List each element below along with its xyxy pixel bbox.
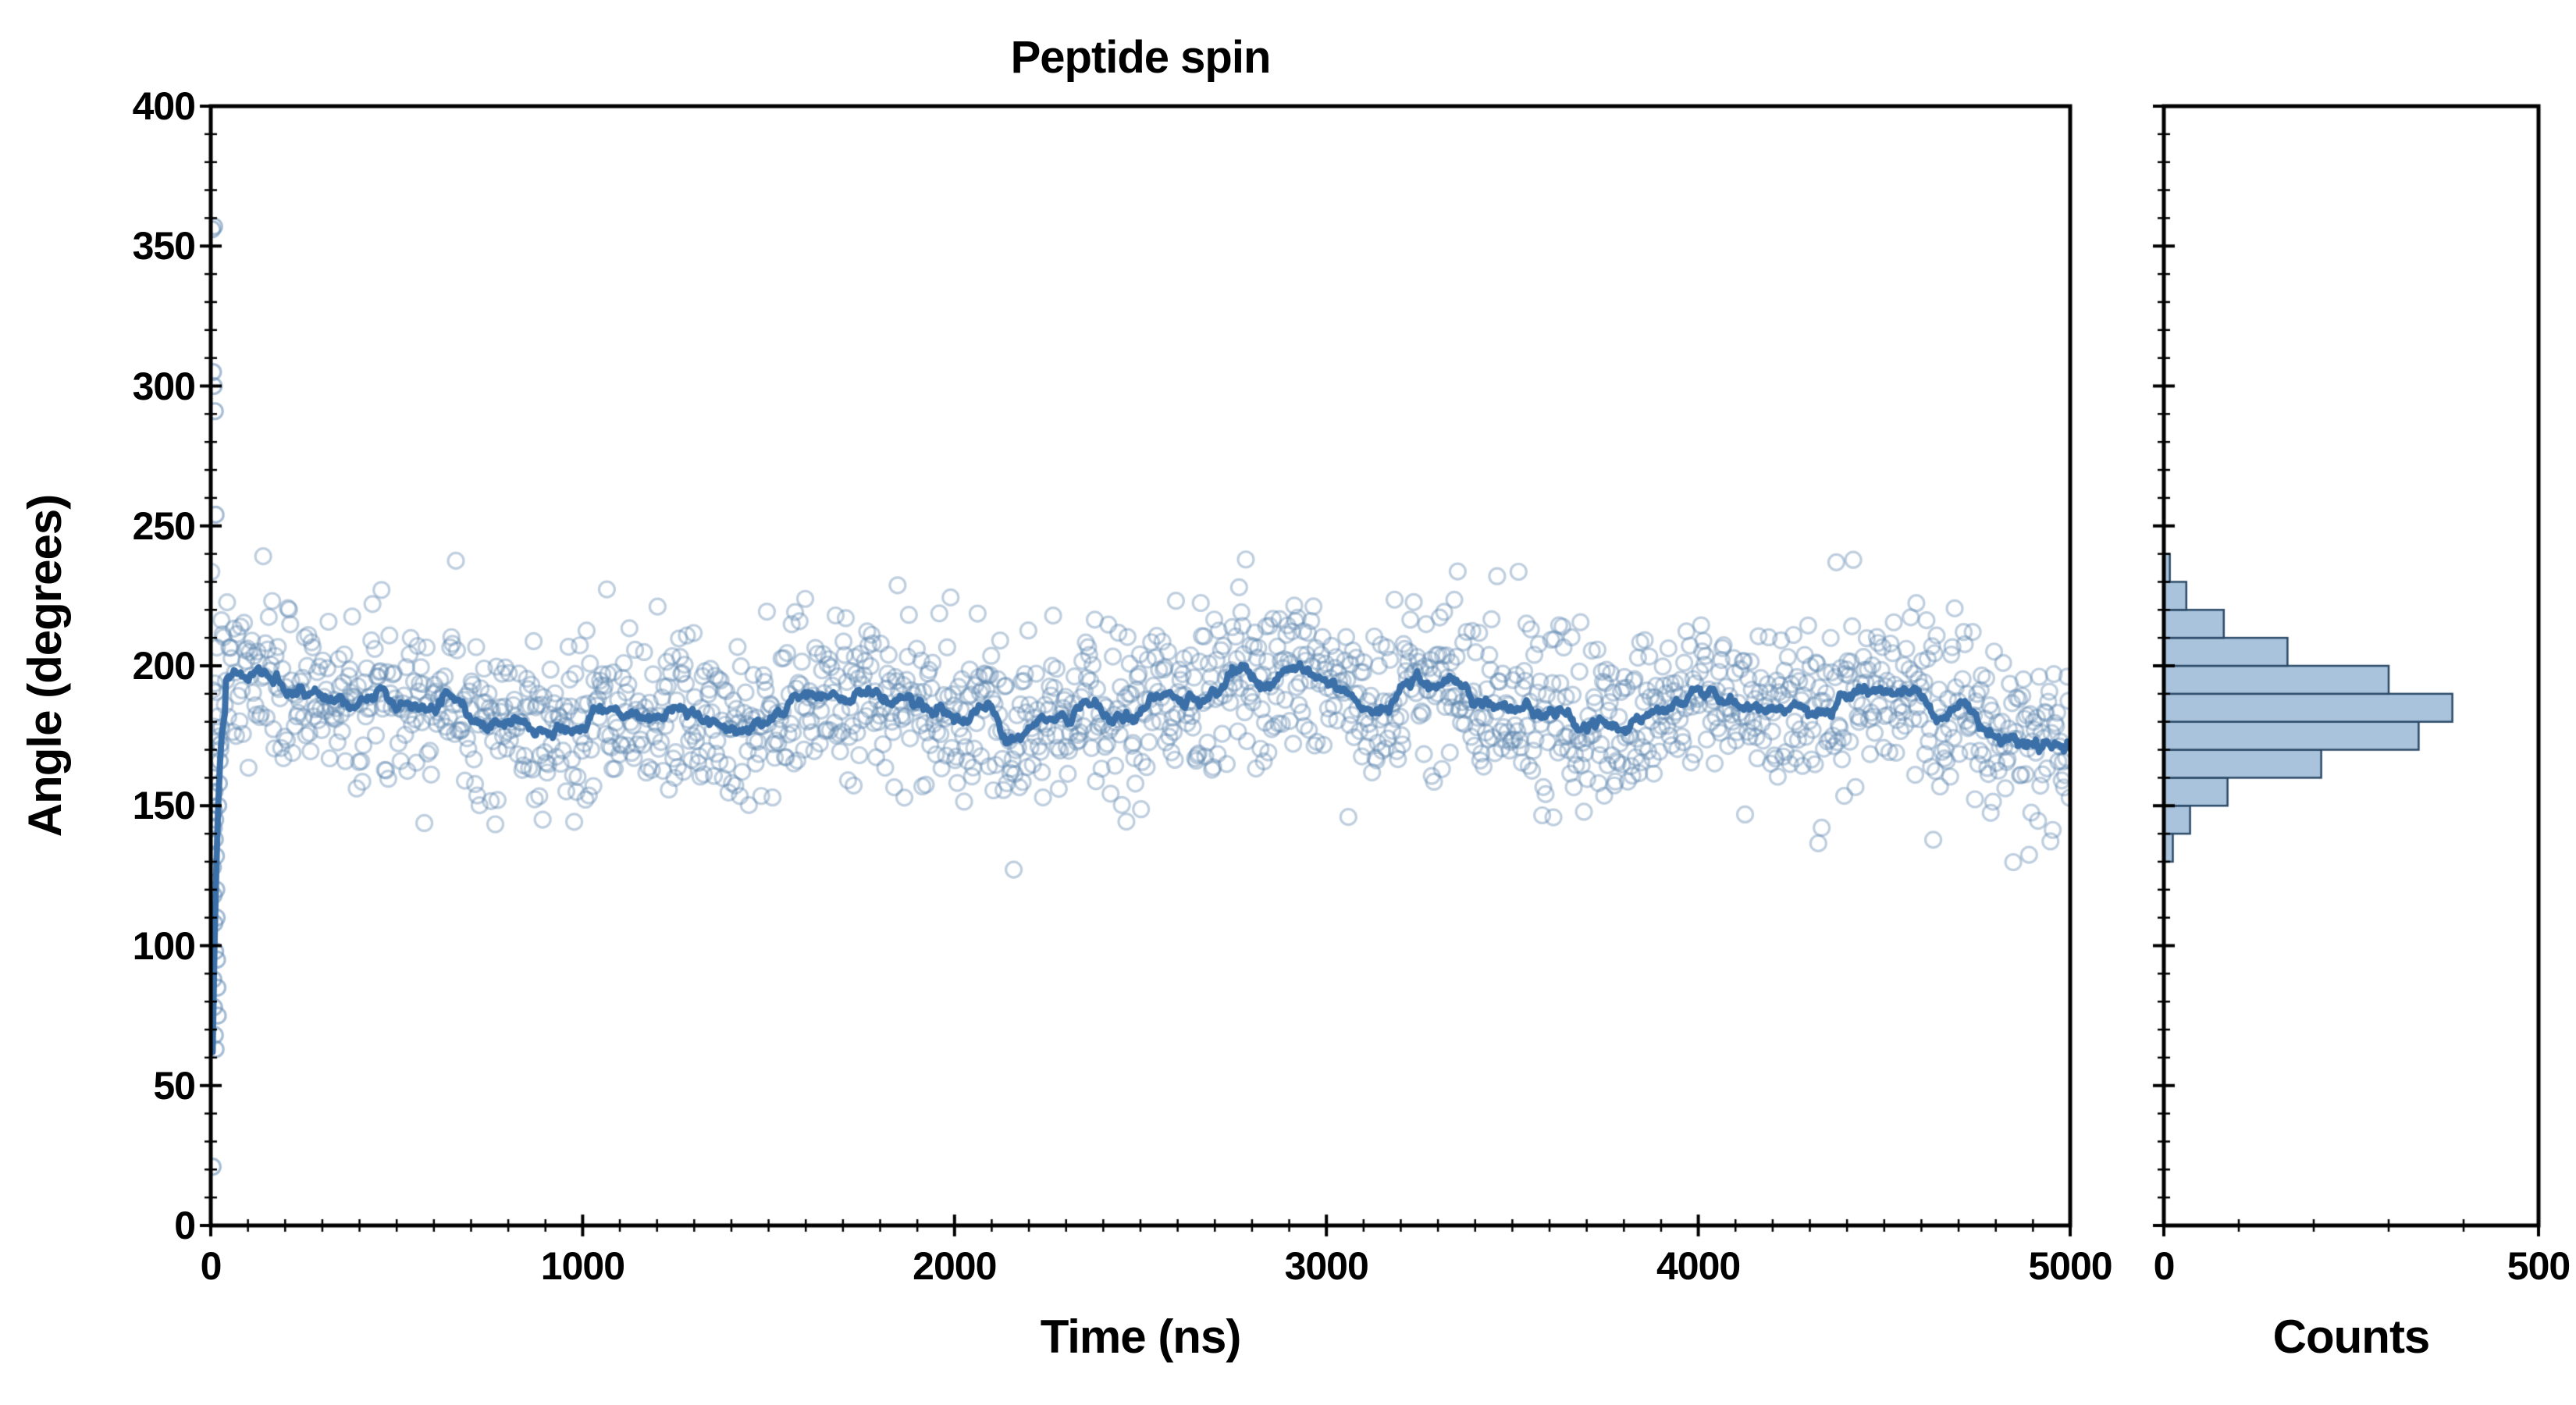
y-axis-label-wrap: Angle (degrees) <box>18 315 73 1017</box>
hist-x-axis-label: Counts <box>2272 1311 2431 1363</box>
chart-title: Peptide spin <box>1010 32 1272 83</box>
x-axis-label: Time (ns) <box>1040 1311 1242 1363</box>
y-axis-label: Angle (degrees) <box>19 494 71 838</box>
